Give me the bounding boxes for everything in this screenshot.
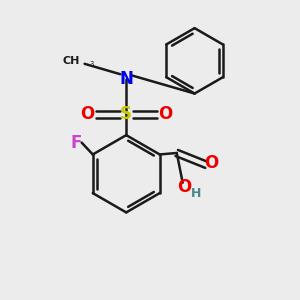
Text: $_3$: $_3$ [89, 59, 95, 69]
Text: N: N [119, 70, 133, 88]
Text: H: H [191, 187, 201, 200]
Text: O: O [204, 154, 218, 172]
Text: O: O [177, 178, 191, 196]
Text: F: F [70, 134, 81, 152]
Text: O: O [158, 105, 172, 123]
Text: O: O [80, 105, 95, 123]
Text: CH: CH [63, 56, 80, 66]
Text: S: S [120, 105, 132, 123]
